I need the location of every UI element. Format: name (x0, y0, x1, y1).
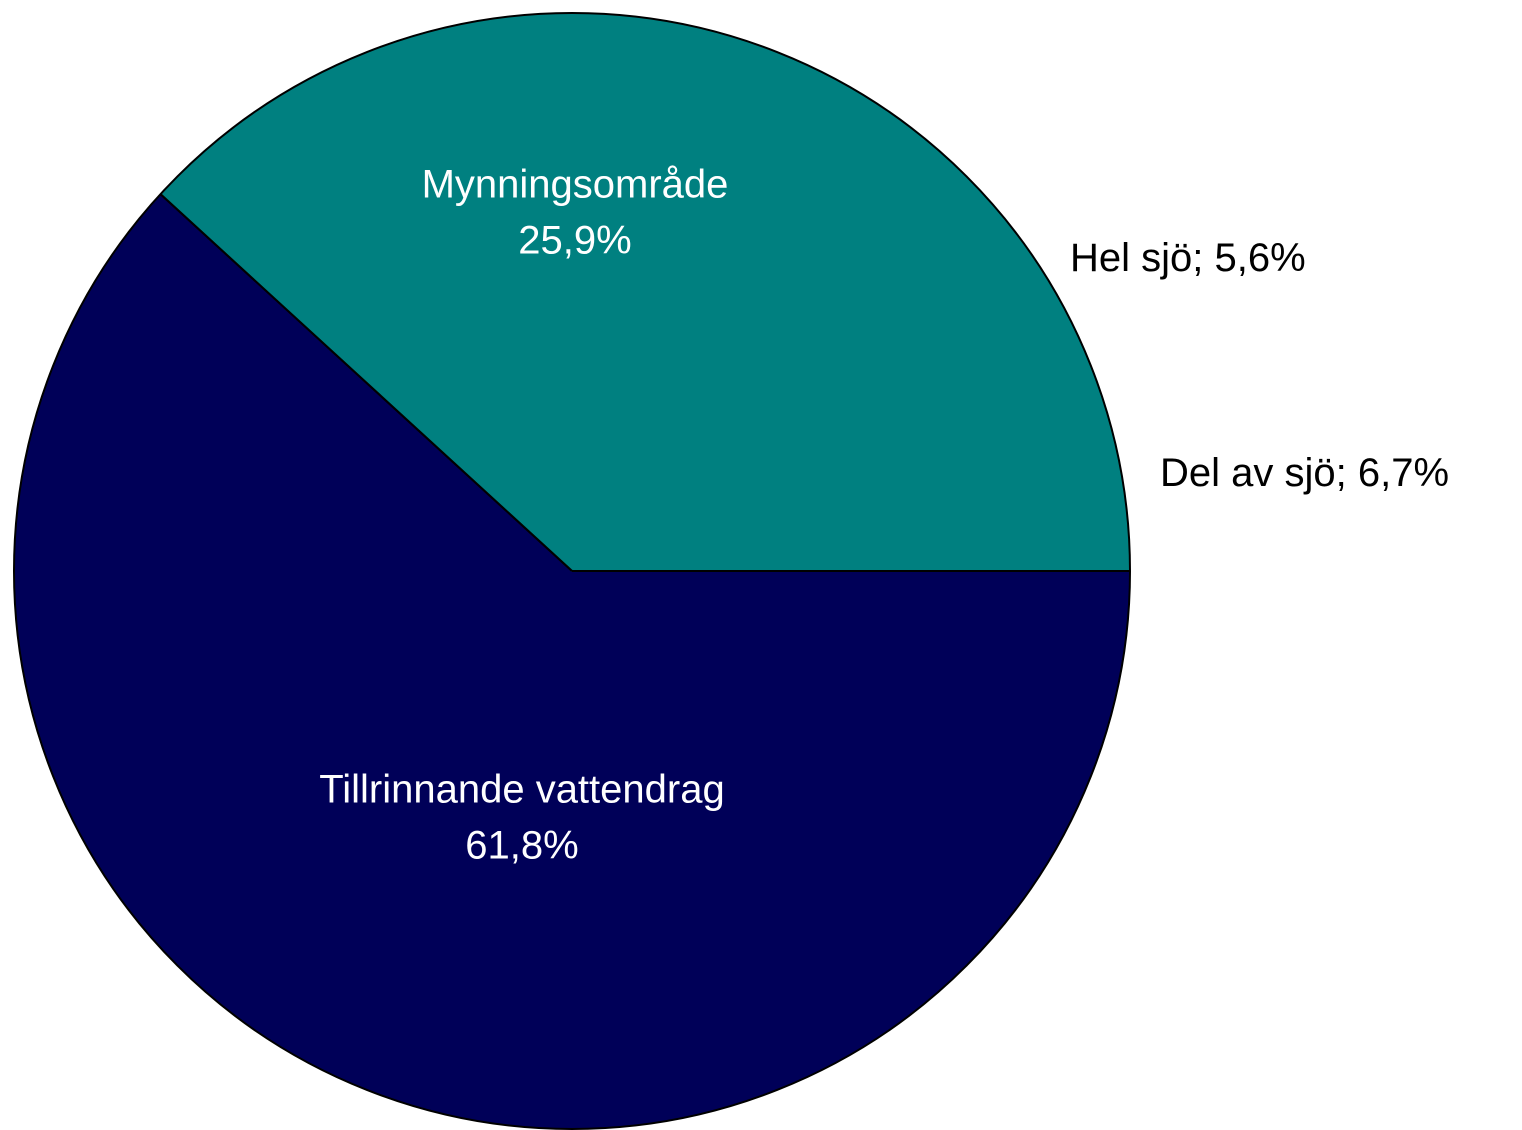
slice-label-group: Hel sjö; 5,6% (1070, 236, 1306, 280)
slice-border (159, 193, 573, 572)
slice-label: Del av sjö (1160, 451, 1336, 495)
slice-label: Tillrinnande vattendrag (319, 768, 724, 812)
value-label: 6,7% (1358, 451, 1449, 495)
label-separator: ; (1336, 451, 1358, 495)
label-separator: ; (1192, 236, 1214, 280)
value-label: 5,6% (1215, 236, 1306, 280)
value-label: 61,8% (465, 824, 578, 868)
slice-label-group: Del av sjö; 6,7% (1160, 451, 1449, 495)
slice-label: Hel sjö (1070, 236, 1192, 280)
value-label: 25,9% (518, 219, 631, 263)
slice-label: Mynningsområde (422, 163, 729, 207)
